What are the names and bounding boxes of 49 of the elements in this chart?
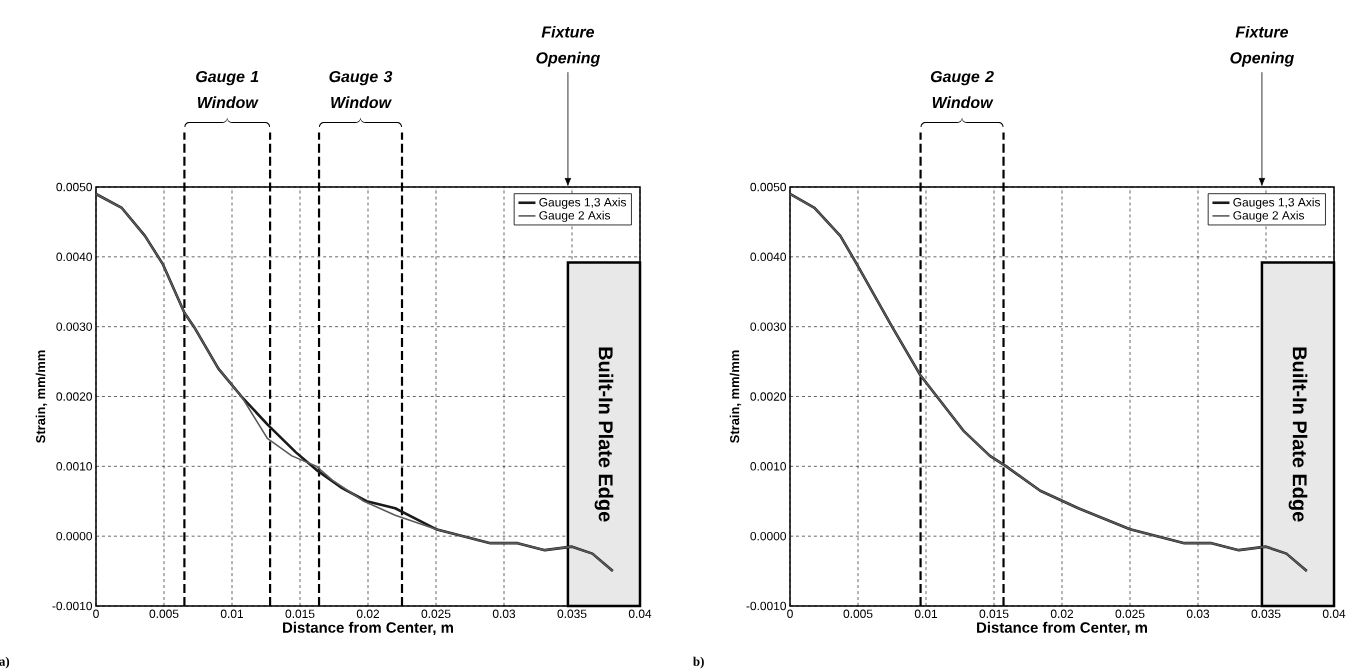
y-tick-label: 0.0030 <box>750 322 787 331</box>
x-tick-label: 0.03 <box>492 609 516 618</box>
x-tick-label: 0.005 <box>843 609 873 618</box>
y-tick-label: -0.0010 <box>746 601 787 611</box>
ref-line-label: Gauge 1 Window <box>196 70 259 109</box>
x-tick-label: 0.035 <box>557 609 587 618</box>
legend-label: Gauge 2 Axis <box>1233 210 1305 222</box>
x-tick-label: 0.035 <box>1251 609 1281 618</box>
y-tick-label: 0.0000 <box>56 531 93 541</box>
y-tick-label: 0.0040 <box>56 252 93 262</box>
x-tick-label: 0 <box>93 609 99 618</box>
y-tick-label: 0.0050 <box>750 182 787 192</box>
text: Fixture Opening <box>536 25 600 67</box>
band-label: Built-In Plate Edge <box>594 347 614 522</box>
y-tick-label: 0.0030 <box>56 322 93 331</box>
legend-label: Gauges 1,3 Axis <box>539 197 627 209</box>
y-tick-label: 0.0010 <box>750 462 787 471</box>
x-tick-label: 0.025 <box>421 609 451 618</box>
y-tick-label: 0.0010 <box>56 462 93 471</box>
x-tick-label: 0.02 <box>1050 609 1074 618</box>
y-tick-label: 0.0040 <box>750 252 787 262</box>
x-tick-label: 0.04 <box>628 609 652 618</box>
text: Fixture Opening <box>1230 25 1294 67</box>
ref-line-label: Gauge 3 Window <box>329 70 393 109</box>
ref-line-label: Gauge 2 Window <box>930 70 994 109</box>
y-tick-label: 0.0000 <box>750 531 787 541</box>
band-label: Built-In Plate Edge <box>1288 347 1308 522</box>
x-axis-title: Distance from Center, m <box>283 621 454 635</box>
y-axis-title: Strain, mm/mm <box>729 350 742 443</box>
y-axis-title: Strain, mm/mm <box>35 350 48 443</box>
x-tick-label: 0 <box>787 609 793 618</box>
y-tick-label: 0.0050 <box>56 182 93 192</box>
x-tick-label: 0.005 <box>149 609 179 618</box>
x-tick-label: 0.04 <box>1322 609 1346 618</box>
y-tick-label: 0.0020 <box>750 392 787 401</box>
x-tick-label: 0.015 <box>979 609 1009 618</box>
x-tick-label: 0.01 <box>220 609 244 618</box>
y-tick-label: 0.0020 <box>56 392 93 401</box>
text: a) <box>0 656 10 669</box>
text: b) <box>693 656 704 669</box>
x-tick-label: 0.015 <box>285 609 315 618</box>
y-tick-label: -0.0010 <box>52 601 93 611</box>
legend-label: Gauges 1,3 Axis <box>1233 197 1321 209</box>
x-tick-label: 0.03 <box>1186 609 1210 618</box>
x-tick-label: 0.02 <box>356 609 380 618</box>
x-axis-title: Distance from Center, m <box>977 621 1148 635</box>
x-tick-label: 0.025 <box>1115 609 1145 618</box>
legend-label: Gauge 2 Axis <box>539 210 611 222</box>
x-tick-label: 0.01 <box>914 609 938 618</box>
